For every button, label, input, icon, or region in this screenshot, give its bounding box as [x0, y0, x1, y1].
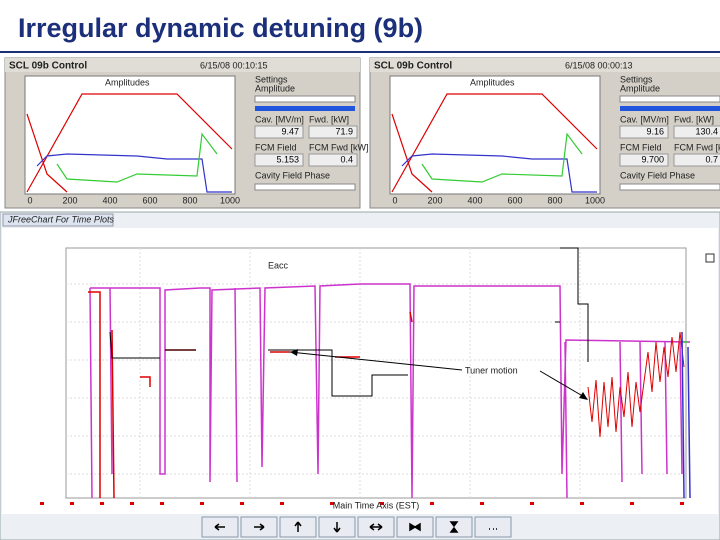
trace: [26, 93, 233, 193]
timestamp: 6/15/08 00:00:13: [565, 60, 633, 70]
x-tick-label: 200: [62, 195, 77, 205]
field-label: Cav. [MV/m]: [620, 114, 669, 124]
settings-label: Amplitude: [620, 83, 660, 93]
value-box: [673, 125, 720, 139]
x-tick-label: 1000: [220, 195, 240, 205]
annotation: Tuner motion: [465, 365, 518, 375]
x-tick-label: 400: [102, 195, 117, 205]
field-label: Fwd. [kW]: [309, 114, 349, 124]
plot-area: [65, 247, 687, 499]
field-value: 71.9: [335, 126, 353, 136]
field-value: 0.7: [705, 154, 718, 164]
slider-bar: [620, 106, 720, 111]
tuner-arrow: [539, 370, 587, 399]
trace: [391, 113, 433, 193]
field-value: 9.700: [641, 154, 664, 164]
value-box: [254, 125, 304, 139]
button-icon: [214, 523, 225, 531]
field-label: Fwd. [kW]: [674, 114, 714, 124]
slider: [254, 95, 356, 103]
field-label: FCM Field: [255, 142, 297, 152]
eacc-arrow: [289, 351, 463, 371]
control-panel: SCL 09b Control 6/15/08 00:10:15 Amplitude…: [4, 57, 369, 209]
button-icon: [449, 521, 459, 533]
slider: [619, 95, 720, 103]
field-label: FCM Field: [620, 142, 662, 152]
trace: [391, 93, 598, 193]
settings-label: Amplitude: [255, 83, 295, 93]
tuner-arrow-head: [579, 392, 588, 400]
slider: [619, 183, 720, 191]
window-icon: [705, 253, 715, 263]
value-box: [619, 153, 669, 167]
x-tick-label: 800: [182, 195, 197, 205]
panel-header: [370, 58, 720, 72]
x-tick-label: 200: [427, 195, 442, 205]
plot-area: [24, 75, 236, 195]
plot-area: [389, 75, 601, 195]
panel-header: SCL 09b Control: [9, 61, 87, 72]
control-panels: SCL 09b Control 6/15/08 00:10:15 Amplitude…: [4, 57, 720, 209]
trace: [56, 132, 218, 183]
value-box: [308, 153, 358, 167]
settings-label: Cavity Field Phase: [620, 170, 695, 180]
field-label: Cav. [MV/m]: [255, 114, 304, 124]
x-tick-label: 400: [467, 195, 482, 205]
time-plot-window: JFreeChart For Time Plots Eacc: [0, 211, 720, 540]
annotation: Eacc: [268, 260, 289, 270]
x-tick-label: 800: [547, 195, 562, 205]
value-box: [308, 125, 358, 139]
field-value: 9.16: [646, 126, 664, 136]
toolbar: [201, 516, 512, 538]
eacc-arrow-head: [290, 349, 298, 356]
x-tick-label: 1000: [585, 195, 605, 205]
trace: [401, 153, 597, 193]
value-box: [673, 153, 720, 167]
field-label: FCM Fwd [kW]: [674, 142, 720, 152]
button-icon: [333, 522, 341, 533]
x-tick-label: 0: [27, 195, 32, 205]
field-value: 5.153: [276, 154, 299, 164]
panel-header: [5, 58, 360, 72]
x-tick-label: 0: [392, 195, 397, 205]
field-label: FCM Fwd [kW]: [309, 142, 369, 152]
settings-title: Settings: [620, 74, 653, 84]
field-value: 0.4: [340, 154, 353, 164]
x-tick-label: 600: [142, 195, 157, 205]
plot-traces: [391, 93, 598, 193]
toolbar-button[interactable]: [474, 516, 512, 538]
panel-header: SCL 09b Control: [374, 61, 452, 72]
value-box: [254, 153, 304, 167]
settings-label: Cavity Field Phase: [255, 170, 330, 180]
trace: [421, 132, 583, 183]
button-icon: [409, 522, 421, 532]
trace: [26, 113, 68, 193]
value-box: [619, 125, 669, 139]
window-tab: [2, 213, 114, 227]
button-icon: [294, 521, 302, 532]
slide-title: Irregular dynamic detuning (9b): [18, 13, 423, 43]
field-value: 9.47: [281, 126, 299, 136]
slider: [254, 183, 356, 191]
traces: [88, 247, 691, 499]
button-icon: [369, 523, 383, 531]
plot-title: Amplitudes: [105, 77, 150, 87]
timestamp: 6/15/08 00:10:15: [200, 60, 268, 70]
slider-bar: [255, 106, 355, 111]
window-title: JFreeChart For Time Plots: [7, 214, 114, 224]
plot-title: Amplitudes: [470, 77, 515, 87]
x-tick-label: 600: [507, 195, 522, 205]
x-axis-label: Main Time Axis (EST): [333, 500, 420, 510]
trace: [36, 153, 232, 193]
settings-title: Settings: [255, 74, 288, 84]
field-value: 130.4: [695, 126, 718, 136]
control-panel: SCL 09b Control 6/15/08 00:00:13 Amplitude…: [369, 57, 720, 209]
button-icon: [254, 523, 265, 531]
event-markers: [40, 502, 684, 505]
plot-traces: [26, 93, 233, 193]
